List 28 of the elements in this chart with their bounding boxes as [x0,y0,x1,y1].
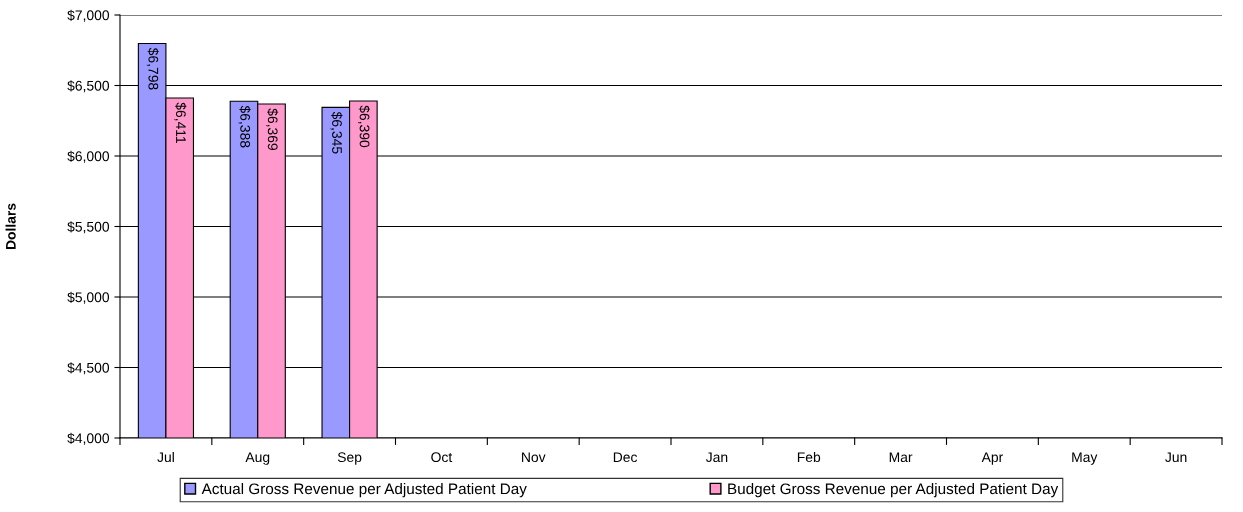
x-tick-label: Jul [157,451,174,463]
x-tick-label: Oct [431,452,453,463]
x-tick-label: Nov [522,452,546,463]
y-tick-label: $7,000 [67,9,110,22]
data-label: $6,411 [174,102,187,144]
x-tick-label: Apr [981,452,1003,465]
data-label: $6,390 [357,105,371,148]
legend-label: Budget Gross Revenue per Adjusted Patient Day [728,482,1059,498]
data-label: $6,388 [238,105,251,148]
data-label: $6,369 [266,108,279,151]
y-tick-label: $6,500 [67,80,110,93]
y-axis-title: Dollars [5,203,16,250]
y-tick-label: $4,000 [67,432,110,445]
data-label: $6,345 [330,111,343,154]
y-tick-label: $5,500 [67,221,110,234]
y-tick-label: $4,500 [67,362,110,375]
data-label: $6,798 [146,47,159,90]
legend-label: Actual Gross Revenue per Adjusted Patient Day [201,482,527,498]
x-tick-label: May [1072,452,1098,465]
y-tick-label: $6,000 [67,150,110,163]
x-tick-label: Dec [613,452,638,463]
x-tick-label: Jun [1165,452,1187,463]
x-tick-label: Aug [245,452,270,465]
x-tick-label: Sep [337,452,362,465]
y-tick-label: $5,000 [67,291,110,304]
x-tick-label: Mar [889,452,913,463]
x-tick-label: Feb [797,451,821,463]
x-tick-label: Jan [705,452,728,463]
